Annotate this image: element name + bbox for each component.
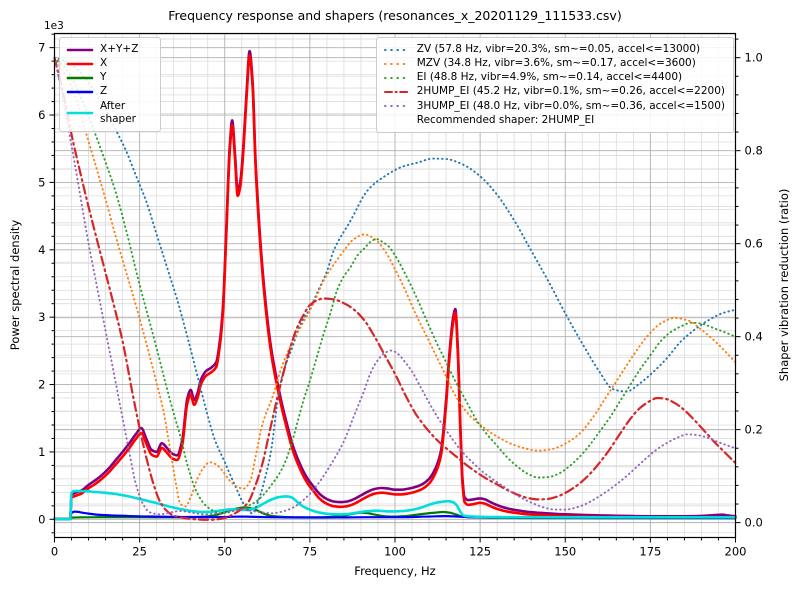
- legend-label: After shaper: [100, 99, 137, 125]
- legend-item-mzv: MZV (34.8 Hz, vibr=3.6%, sm~=0.17, accel…: [383, 57, 725, 70]
- legend-item-zv: ZV (57.8 Hz, vibr=20.3%, sm~=0.05, accel…: [383, 43, 725, 56]
- legend-line-sample: [66, 76, 94, 80]
- y-axis-offset-label: 1e3: [44, 20, 64, 32]
- svg-text:200: 200: [725, 545, 747, 559]
- x-axis-label: Frequency, Hz: [354, 564, 436, 578]
- svg-text:3: 3: [38, 310, 45, 324]
- zv-line-icon: [383, 45, 411, 55]
- y-axis-right-label: Shaper vibration reduction (ratio): [777, 188, 791, 382]
- legend-label: MZV (34.8 Hz, vibr=3.6%, sm~=0.17, accel…: [416, 57, 696, 70]
- series-x-line: [53, 54, 737, 521]
- after-line-icon: [66, 108, 94, 118]
- legend-item-y: Y: [66, 71, 152, 84]
- svg-text:2: 2: [38, 378, 45, 392]
- svg-text:5: 5: [38, 175, 45, 189]
- legend-line-sample: [383, 48, 410, 51]
- y-line-icon: [66, 73, 94, 83]
- legend-shapers: ZV (57.8 Hz, vibr=20.3%, sm~=0.05, accel…: [375, 37, 734, 133]
- svg-text:100: 100: [384, 545, 406, 559]
- legend-line-sample: [66, 111, 94, 114]
- svg-text:0: 0: [38, 512, 45, 526]
- legend-label: X: [100, 57, 108, 70]
- svg-text:25: 25: [132, 545, 147, 559]
- legend-note-recommended-shaper: Recommended shaper: 2HUMP_EI: [383, 114, 725, 127]
- legend-note-label: Recommended shaper: 2HUMP_EI: [416, 113, 595, 126]
- legend-label: EI (48.8 Hz, vibr=4.9%, sm~=0.14, accel<…: [416, 71, 683, 84]
- svg-text:1: 1: [38, 445, 45, 459]
- axis-ticks: [49, 33, 741, 543]
- svg-text:0: 0: [51, 545, 58, 559]
- hump2-line-icon: [383, 87, 411, 97]
- legend-item-after: After shaper: [66, 100, 152, 126]
- svg-text:175: 175: [639, 545, 661, 559]
- legend-line-sample: [66, 90, 94, 94]
- series-ei-line: [53, 56, 737, 515]
- legend-item-z: Z: [66, 85, 152, 98]
- legend-line-sample: [383, 62, 410, 65]
- series-zv-line: [53, 56, 737, 515]
- svg-text:150: 150: [554, 545, 576, 559]
- svg-text:0.8: 0.8: [745, 144, 763, 158]
- legend-item-ei: EI (48.8 Hz, vibr=4.9%, sm~=0.14, accel<…: [383, 71, 725, 84]
- legend-label: Y: [100, 71, 107, 84]
- axis-tick-labels: 0 25 50 75 100 125 150 175 200 0 1 2 3 4 5 6 7 0.0 0.2 0.4 0…: [38, 41, 763, 559]
- svg-text:0.6: 0.6: [745, 237, 763, 251]
- legend-label: X+Y+Z: [100, 43, 139, 55]
- svg-text:0.2: 0.2: [745, 423, 763, 437]
- series-mzv-line: [53, 56, 737, 508]
- legend-item-hump3: 3HUMP_EI (48.0 Hz, vibr=0.0%, sm~=0.36, …: [383, 100, 725, 113]
- series-hump3-line: [53, 56, 737, 516]
- svg-text:6: 6: [38, 108, 45, 122]
- legend-line-sample: [383, 90, 410, 93]
- svg-text:0.0: 0.0: [745, 516, 763, 530]
- svg-text:4: 4: [38, 243, 45, 257]
- legend-label: 3HUMP_EI (48.0 Hz, vibr=0.0%, sm~=0.36, …: [416, 99, 725, 112]
- legend-line-sample: [383, 76, 410, 79]
- legend-item-x: X: [66, 57, 152, 70]
- legend-sources: X+Y+Z X Y Z After shaper: [59, 37, 161, 132]
- svg-text:1.0: 1.0: [745, 51, 763, 65]
- svg-text:50: 50: [217, 545, 232, 559]
- hump3-line-icon: [383, 101, 411, 111]
- legend-label: Z: [100, 85, 108, 98]
- legend-label: ZV (57.8 Hz, vibr=20.3%, sm~=0.05, accel…: [416, 43, 701, 55]
- y-axis-left-label: Power spectral density: [8, 219, 22, 351]
- svg-text:75: 75: [303, 545, 318, 559]
- mzv-line-icon: [383, 59, 411, 69]
- legend-line-sample: [383, 105, 410, 108]
- series-xyz-line: [53, 49, 737, 521]
- x-line-icon: [66, 59, 94, 69]
- legend-item-hump2: 2HUMP_EI (45.2 Hz, vibr=0.1%, sm~=0.26, …: [383, 85, 725, 98]
- series-hump2-line: [53, 56, 737, 521]
- ei-line-icon: [383, 73, 411, 83]
- legend-line-sample: [66, 62, 94, 65]
- legend-label: 2HUMP_EI (45.2 Hz, vibr=0.1%, sm~=0.26, …: [416, 85, 725, 98]
- legend-line-sample: [66, 48, 94, 51]
- svg-text:125: 125: [469, 545, 491, 559]
- z-line-icon: [66, 87, 94, 97]
- svg-text:7: 7: [38, 41, 45, 55]
- chart-title: Frequency response and shapers (resonanc…: [168, 8, 622, 23]
- legend-item-xyz: X+Y+Z: [66, 43, 152, 56]
- xyz-line-icon: [66, 45, 94, 55]
- svg-text:0.4: 0.4: [745, 330, 763, 344]
